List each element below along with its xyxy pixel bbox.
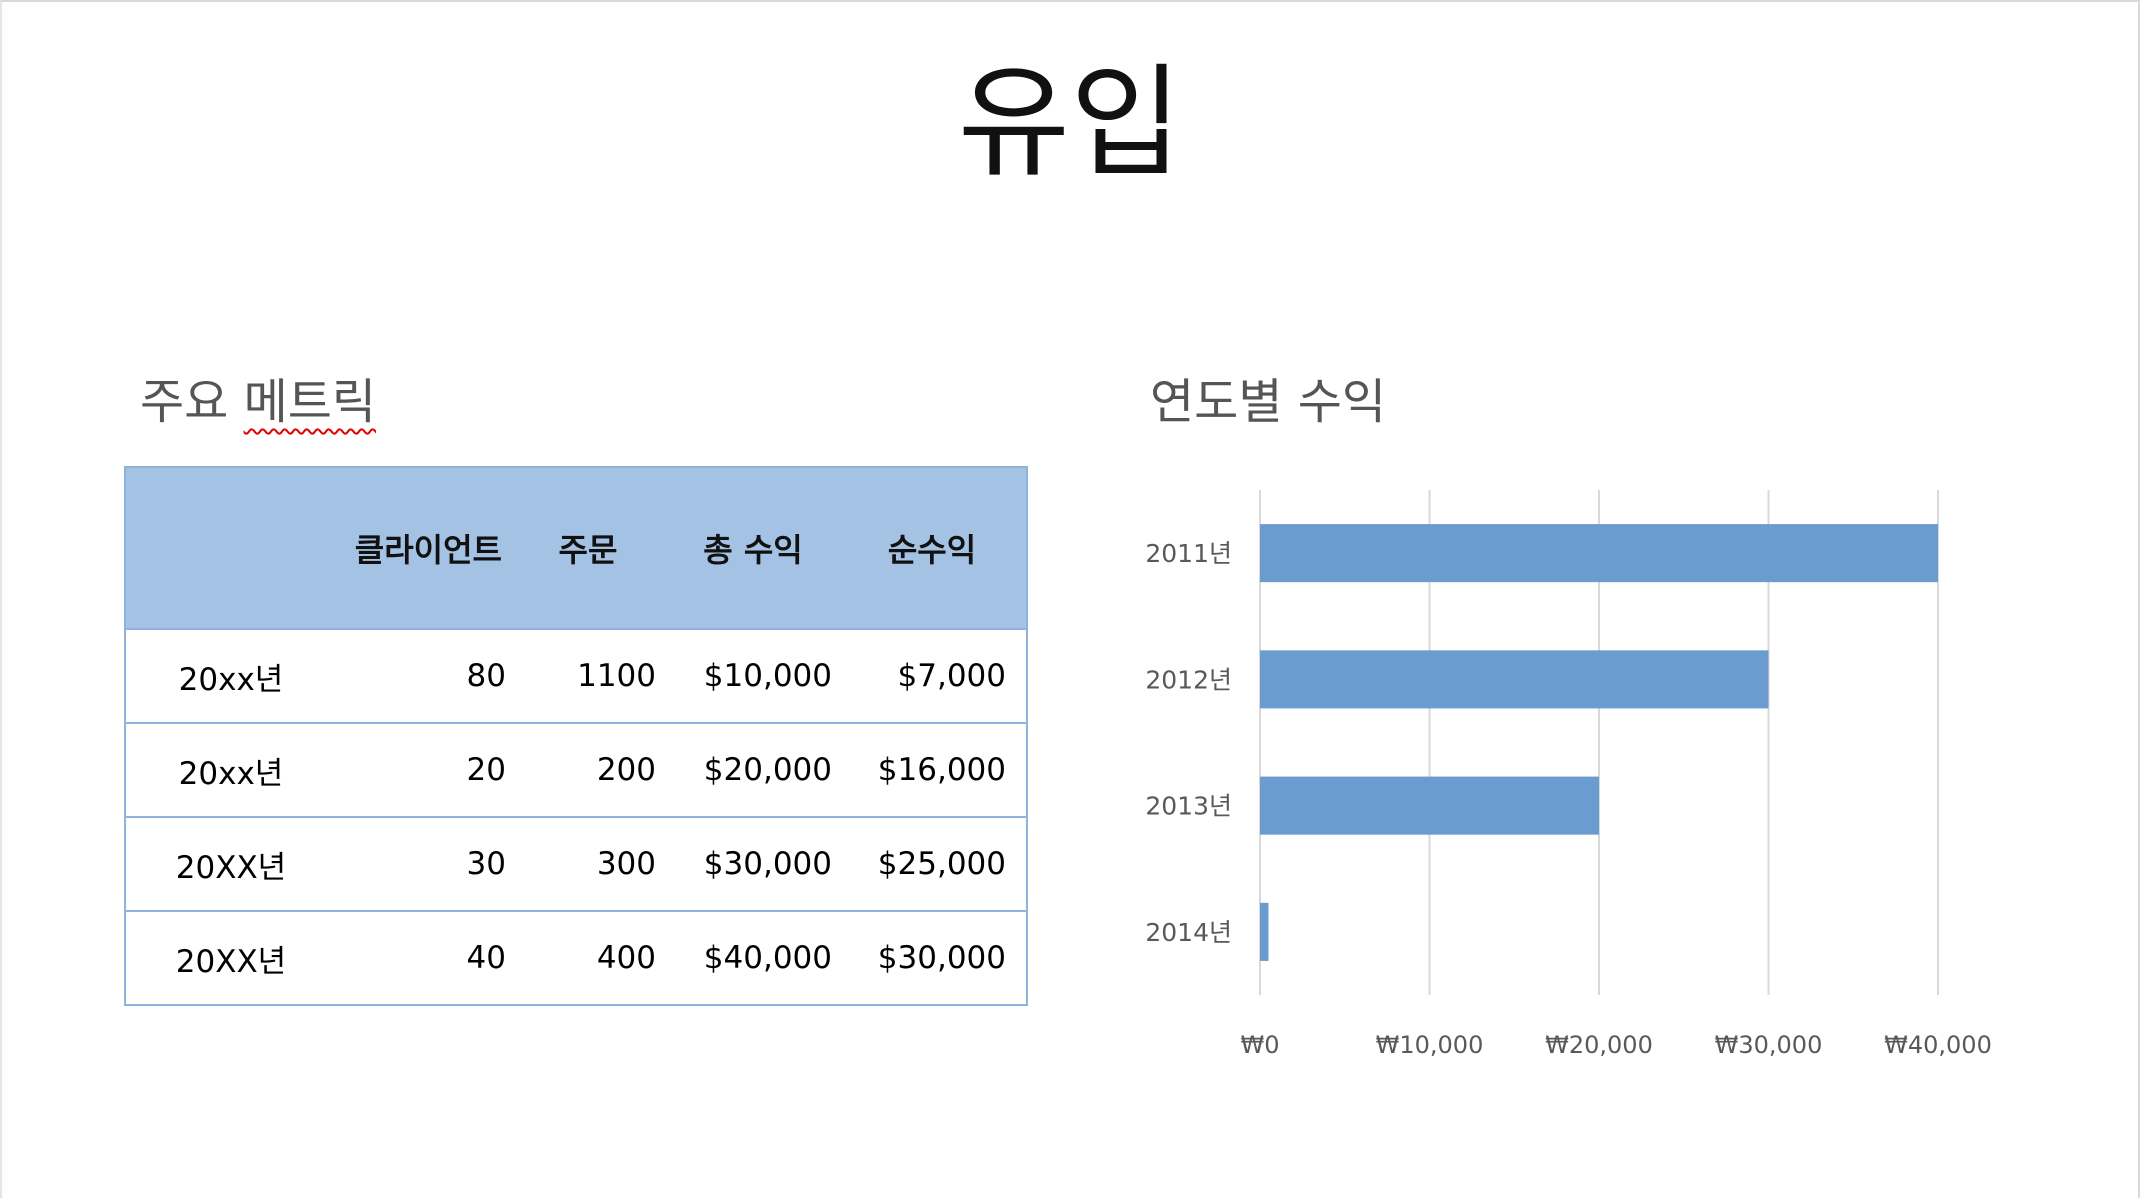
header-cell-net-revenue[interactable]: 순수익 [887, 531, 977, 569]
table-cell-clients[interactable]: 30 [466, 846, 506, 882]
table-cell-year[interactable]: 20XX년 [175, 943, 287, 980]
x-tick-label: ₩20,000 [1545, 1031, 1653, 1059]
table-cell-net-revenue[interactable]: $7,000 [897, 658, 1006, 694]
table-cell-total-revenue[interactable]: $30,000 [703, 846, 832, 882]
revenue-heading[interactable]: 연도별 수익 [1150, 374, 1387, 430]
y-tick-label: 2013년 [1145, 792, 1232, 821]
table-cell-orders[interactable]: 1100 [577, 658, 656, 694]
chart-canvas: ₩0 ₩10,000 ₩20,000 ₩30,000 ₩40,000 2011년 2012년… [1145, 490, 1992, 1059]
header-cell-clients[interactable]: 클라이언트 [354, 531, 502, 569]
chart-bar[interactable] [1260, 902, 1269, 961]
table-cell-clients[interactable]: 80 [466, 658, 506, 694]
metrics-heading-word2: 메트릭 [243, 374, 377, 430]
table-cell-orders[interactable]: 300 [596, 846, 656, 882]
table-row: 20XX년 40 400 $40,000 $30,000 [126, 912, 1026, 1004]
x-tick-label: ₩40,000 [1884, 1031, 1992, 1059]
table-cell-clients[interactable]: 40 [466, 940, 506, 976]
table-cell-total-revenue[interactable]: $20,000 [703, 752, 832, 788]
table-cell-clients[interactable]: 20 [466, 752, 506, 788]
table-cell-net-revenue[interactable]: $30,000 [877, 940, 1006, 976]
slide-title[interactable]: 유입 [957, 52, 1183, 194]
table-cell-year[interactable]: 20xx년 [178, 661, 284, 698]
chart-bar[interactable] [1260, 776, 1599, 835]
table-cell-net-revenue[interactable]: $25,000 [877, 846, 1006, 882]
table-cell-orders[interactable]: 400 [596, 940, 656, 976]
table-cell-total-revenue[interactable]: $40,000 [703, 940, 832, 976]
chart-bar[interactable] [1260, 650, 1769, 709]
header-cell-total-revenue[interactable]: 총 수익 [703, 531, 803, 569]
revenue-bar-chart[interactable]: ₩0 ₩10,000 ₩20,000 ₩30,000 ₩40,000 2011년 2012년… [1100, 470, 2020, 1070]
header-cell-orders[interactable]: 주문 [558, 531, 618, 569]
table-row: 20xx년 20 200 $20,000 $16,000 [126, 724, 1026, 818]
y-tick-label: 2011년 [1145, 539, 1232, 568]
table-row: 20xx년 80 1100 $10,000 $7,000 [126, 630, 1026, 724]
table-cell-year[interactable]: 20XX년 [175, 849, 287, 886]
y-tick-label: 2012년 [1145, 665, 1232, 694]
table-cell-year[interactable]: 20xx년 [178, 755, 284, 792]
table-cell-orders[interactable]: 200 [596, 752, 656, 788]
metrics-table[interactable]: 클라이언트 주문 총 수익 순수익 20xx년 80 1100 $10,000 … [124, 466, 1028, 1006]
x-tick-label: ₩30,000 [1715, 1031, 1823, 1059]
metrics-heading[interactable]: 주요 메트릭 [140, 372, 376, 432]
table-cell-total-revenue[interactable]: $10,000 [703, 658, 832, 694]
chart-bar[interactable] [1260, 524, 1938, 583]
x-tick-label: ₩10,000 [1376, 1031, 1484, 1059]
table-cell-net-revenue[interactable]: $16,000 [877, 752, 1006, 788]
y-tick-label: 2014년 [1145, 918, 1232, 947]
table-header-row: 클라이언트 주문 총 수익 순수익 [126, 468, 1026, 630]
table-row: 20XX년 30 300 $30,000 $25,000 [126, 818, 1026, 912]
metrics-heading-word1: 주요 [140, 374, 244, 430]
x-tick-label: ₩0 [1241, 1031, 1280, 1059]
